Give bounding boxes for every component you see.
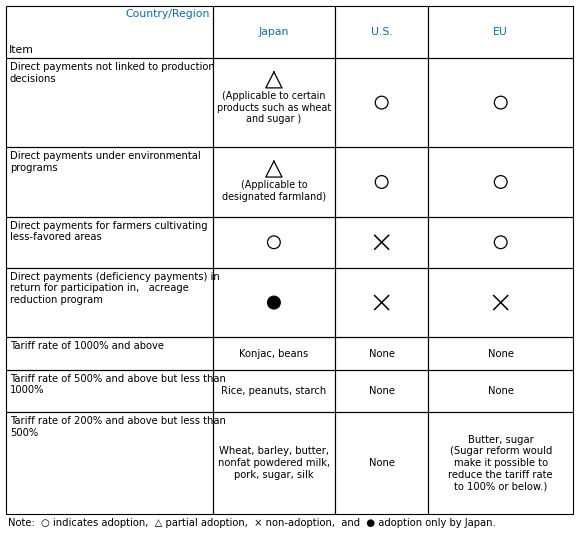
Bar	[335, 217, 428, 268]
Bar	[213, 370, 335, 412]
Bar	[335, 6, 428, 58]
Text: EU: EU	[493, 27, 508, 37]
Bar	[213, 268, 335, 337]
Bar	[6, 370, 213, 412]
Text: None: None	[369, 458, 395, 468]
Text: Direct payments under environmental
programs: Direct payments under environmental prog…	[10, 151, 201, 173]
Bar	[213, 6, 335, 58]
Text: None: None	[369, 386, 395, 396]
Text: Butter, sugar
(Sugar reform would
make it possible to
reduce the tariff rate
to : Butter, sugar (Sugar reform would make i…	[448, 435, 553, 491]
Bar	[213, 412, 335, 514]
Text: U.S.: U.S.	[371, 27, 393, 37]
Bar	[6, 58, 213, 147]
Bar	[6, 147, 213, 217]
Text: Direct payments not linked to production
decisions: Direct payments not linked to production…	[10, 62, 215, 83]
Text: Item: Item	[9, 45, 34, 55]
Bar	[428, 412, 573, 514]
Bar	[428, 268, 573, 337]
Text: Tariff rate of 200% and above but less than
500%: Tariff rate of 200% and above but less t…	[10, 416, 226, 438]
Bar	[6, 6, 213, 58]
Text: None: None	[369, 348, 395, 358]
Text: Tariff rate of 1000% and above: Tariff rate of 1000% and above	[10, 341, 164, 352]
Text: Direct payments (deficiency payments) in
return for participation in,   acreage
: Direct payments (deficiency payments) in…	[10, 272, 220, 305]
Bar	[428, 370, 573, 412]
Bar	[428, 6, 573, 58]
Text: Tariff rate of 500% and above but less than
1000%: Tariff rate of 500% and above but less t…	[10, 374, 226, 395]
Bar	[6, 337, 213, 370]
Bar	[335, 412, 428, 514]
Bar	[213, 337, 335, 370]
Bar	[428, 337, 573, 370]
Bar	[6, 217, 213, 268]
Text: (Applicable to certain
products such as wheat
and sugar ): (Applicable to certain products such as …	[217, 91, 331, 125]
Bar	[6, 412, 213, 514]
Text: Konjac, beans: Konjac, beans	[239, 348, 309, 358]
Bar	[335, 58, 428, 147]
Bar	[335, 268, 428, 337]
Bar	[213, 147, 335, 217]
Bar	[428, 217, 573, 268]
Text: Country/Region: Country/Region	[126, 9, 210, 19]
Circle shape	[267, 296, 280, 309]
Bar	[6, 268, 213, 337]
Text: Direct payments for farmers cultivating
less-favored areas: Direct payments for farmers cultivating …	[10, 221, 208, 242]
Text: Wheat, barley, butter,
nonfat powdered milk,
pork, sugar, silk: Wheat, barley, butter, nonfat powdered m…	[218, 447, 330, 480]
Bar	[428, 147, 573, 217]
Text: Note:  ○ indicates adoption,  △ partial adoption,  × non-adoption,  and  ● adopt: Note: ○ indicates adoption, △ partial ad…	[8, 518, 496, 528]
Text: Japan: Japan	[259, 27, 289, 37]
Bar	[213, 217, 335, 268]
Text: None: None	[488, 386, 514, 396]
Text: Rice, peanuts, starch: Rice, peanuts, starch	[221, 386, 327, 396]
Bar	[335, 370, 428, 412]
Text: None: None	[488, 348, 514, 358]
Bar	[213, 58, 335, 147]
Bar	[428, 58, 573, 147]
Bar	[335, 337, 428, 370]
Bar	[335, 147, 428, 217]
Text: (Applicable to
designated farmland): (Applicable to designated farmland)	[222, 181, 326, 202]
